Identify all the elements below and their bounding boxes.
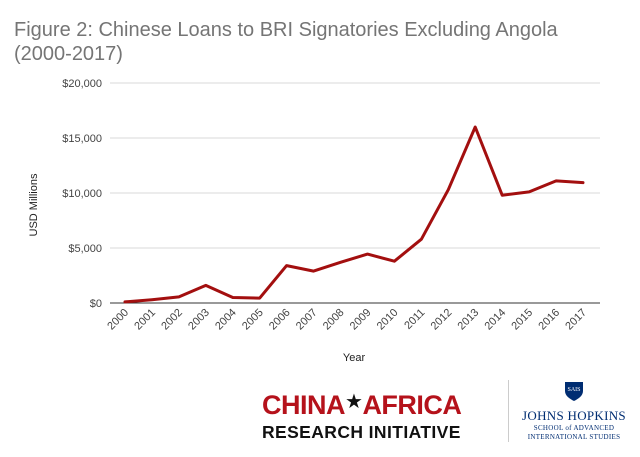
y-tick-label: $15,000 — [62, 133, 102, 145]
logo-text-research-initiative: RESEARCH INITIATIVE — [262, 422, 461, 442]
y-tick-label: $10,000 — [62, 188, 102, 200]
johns-hopkins-sais-logo: SAIS JOHNS HOPKINS SCHOOL of ADVANCED IN… — [514, 380, 634, 442]
sais-shield-text: SAIS — [567, 387, 580, 393]
x-tick-label: 2001 — [132, 307, 158, 333]
x-tick-label: 2011 — [402, 307, 427, 332]
y-tick-label: $0 — [90, 298, 102, 310]
y-tick-labels: $0 $5,000 $10,000 $15,000 $20,000 — [62, 78, 102, 310]
x-tick-label: 2007 — [294, 307, 320, 333]
x-tick-label: 2013 — [456, 307, 482, 333]
x-tick-labels: 2000 2001 2002 2003 2004 2005 2006 2007 2008 2009… — [105, 307, 589, 333]
x-tick-label: 2010 — [375, 307, 401, 333]
logo-text-china: CHINA — [262, 390, 346, 420]
logo-text-school-of-advanced: SCHOOL of ADVANCED — [533, 424, 615, 432]
x-tick-label: 2008 — [321, 307, 347, 333]
x-axis-label: Year — [343, 352, 366, 364]
y-axis-label: USD Millions — [28, 173, 40, 236]
x-tick-label: 2000 — [105, 307, 131, 333]
series-lines — [123, 125, 585, 304]
y-tick-label: $5,000 — [68, 243, 102, 255]
x-tick-label: 2006 — [267, 307, 293, 333]
x-tick-label: 2004 — [213, 307, 239, 333]
chart-title: Figure 2: Chinese Loans to BRI Signatori… — [14, 19, 558, 65]
x-tick-label: 2005 — [240, 307, 266, 333]
logo-text-africa: AFRICA — [362, 390, 462, 420]
x-tick-label: 2002 — [159, 307, 185, 333]
x-tick-label: 2015 — [509, 307, 535, 333]
x-tick-label: 2014 — [482, 307, 508, 333]
series-line — [123, 125, 585, 304]
y-tick-label: $20,000 — [62, 78, 102, 90]
x-tick-label: 2012 — [429, 307, 455, 333]
logo-text-international-studies: INTERNATIONAL STUDIES — [527, 433, 621, 441]
sais-shield-icon: SAIS — [565, 382, 583, 401]
logo-text-johns-hopkins: JOHNS HOPKINS — [522, 408, 626, 423]
x-tick-label: 2017 — [563, 307, 589, 333]
star-icon: ★ — [345, 391, 363, 413]
china-africa-research-initiative-logo: CHINA★AFRICA RESEARCH INITIATIVE — [262, 390, 494, 442]
logo-divider — [508, 380, 509, 442]
x-tick-label: 2016 — [536, 307, 562, 333]
x-tick-label: 2003 — [186, 307, 212, 333]
x-tick-label: 2009 — [348, 307, 374, 333]
